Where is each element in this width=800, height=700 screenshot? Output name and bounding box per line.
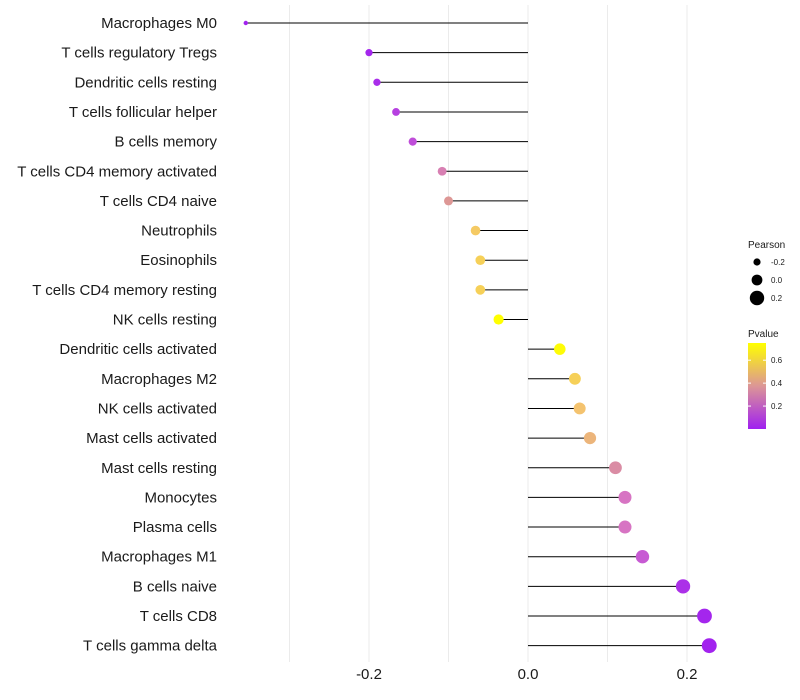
category-label: T cells follicular helper: [69, 104, 217, 121]
size-legend: -0.2 0.0 0.2: [749, 258, 785, 306]
size-legend-label: 0.2: [771, 294, 783, 303]
category-label: T cells CD4 naive: [100, 193, 217, 210]
category-label: T cells CD4 memory resting: [32, 282, 217, 299]
category-label: T cells CD8: [140, 608, 217, 625]
data-point: [475, 255, 486, 266]
data-point: [554, 343, 566, 355]
color-legend-title: Pvalue: [748, 329, 779, 340]
data-point: [573, 402, 586, 415]
data-point: [675, 579, 691, 594]
data-point: [392, 108, 400, 116]
category-label: Eosinophils: [140, 252, 217, 269]
data-point: [475, 284, 486, 295]
legend: Pearson -0.2 0.0 0.2 Pvalue 0.6 0.4 0.2: [748, 240, 785, 429]
category-label: Mast cells resting: [101, 460, 217, 477]
category-label: Monocytes: [144, 489, 217, 506]
x-tick-label: 0.0: [518, 666, 539, 683]
category-label: Mast cells activated: [86, 430, 217, 447]
data-point: [365, 49, 373, 57]
color-legend-label: 0.2: [771, 402, 783, 411]
data-point: [444, 196, 453, 206]
data-point: [373, 78, 381, 86]
category-label: NK cells resting: [113, 312, 217, 329]
data-point: [493, 314, 504, 325]
size-legend-title: Pearson: [748, 240, 785, 251]
size-legend-label: 0.0: [771, 276, 783, 285]
size-legend-key: [751, 274, 763, 286]
data-point: [568, 372, 581, 385]
category-label: Dendritic cells activated: [59, 341, 217, 358]
size-legend-label: -0.2: [771, 258, 785, 267]
category-label: Neutrophils: [141, 223, 217, 240]
size-legend-key: [753, 258, 761, 266]
color-legend-label: 0.4: [771, 379, 783, 388]
data-point: [701, 638, 717, 654]
data-point: [618, 520, 632, 534]
x-tick-label: 0.2: [677, 666, 698, 683]
color-bar: [748, 343, 766, 429]
data-point: [618, 490, 632, 504]
category-label: B cells memory: [114, 134, 217, 151]
category-label: B cells naive: [133, 578, 217, 595]
category-label: Macrophages M2: [101, 371, 217, 388]
category-label: T cells CD4 memory activated: [17, 163, 217, 180]
stems: [245, 22, 710, 647]
x-tick-label: -0.2: [356, 666, 382, 683]
size-legend-key: [749, 290, 765, 306]
category-label: T cells gamma delta: [83, 638, 218, 655]
category-label: Macrophages M0: [101, 15, 217, 32]
color-legend: 0.6 0.4 0.2: [748, 356, 783, 411]
data-point: [470, 225, 481, 236]
grid: [289, 5, 688, 662]
category-label: Macrophages M1: [101, 549, 217, 566]
x-axis: -0.2 0.0 0.2: [356, 666, 697, 683]
data-point: [635, 550, 650, 564]
category-labels: Macrophages M0 T cells regulatory Tregs De…: [17, 15, 217, 655]
category-label: T cells regulatory Tregs: [61, 45, 217, 62]
data-point: [583, 431, 597, 445]
category-label: NK cells activated: [98, 400, 217, 417]
data-point: [408, 137, 417, 146]
data-point: [437, 166, 447, 176]
category-label: Plasma cells: [133, 519, 217, 536]
category-label: Dendritic cells resting: [74, 74, 217, 91]
points: [243, 20, 717, 654]
data-point: [243, 20, 248, 26]
color-legend-label: 0.6: [771, 356, 783, 365]
data-point: [697, 608, 712, 624]
data-point: [609, 461, 622, 475]
